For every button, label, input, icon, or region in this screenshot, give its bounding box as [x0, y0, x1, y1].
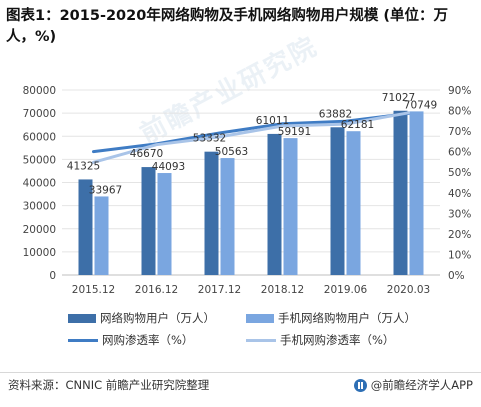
legend-item-line1: 网购渗透率（%）	[68, 332, 193, 348]
bar-1	[393, 110, 408, 275]
right-tick-label: 40%	[448, 188, 471, 200]
bar-2	[283, 138, 298, 275]
bar-value-label: 46670	[130, 148, 163, 160]
bar-value-label: 63882	[319, 108, 352, 120]
x-tick-label: 2018.12	[261, 284, 304, 296]
legend-label-line1: 网购渗透率（%）	[102, 333, 194, 347]
left-tick-label: 60000	[23, 131, 56, 143]
bar-value-label: 71027	[382, 92, 415, 104]
bar-value-label: 61011	[256, 115, 289, 127]
line-series-2	[92, 111, 410, 164]
legend-item-line2: 手机网购渗透率（%）	[246, 332, 394, 348]
legend-swatch-bar1	[68, 313, 96, 323]
grid-lines	[62, 89, 440, 276]
bar-1	[267, 133, 282, 275]
left-tick-label: 70000	[23, 108, 56, 120]
bar-value-label: 53332	[193, 133, 226, 145]
right-tick-label: 20%	[448, 229, 471, 241]
legend-label-bar2: 手机网络购物用户（万人）	[278, 311, 416, 325]
right-tick-label: 60%	[448, 147, 471, 159]
bar-2	[157, 173, 172, 275]
legend-swatch-bar2	[246, 313, 274, 323]
bar-2	[409, 111, 424, 275]
legend-swatch-line1	[68, 338, 98, 342]
bar-value-label: 41325	[67, 160, 100, 172]
x-tick-label: 2019.06	[324, 284, 368, 296]
right-tick-label: 30%	[448, 208, 471, 220]
lines	[92, 111, 410, 164]
left-tick-label: 20000	[23, 224, 56, 236]
source-note: 资料来源：CNNIC 前瞻产业研究院整理	[8, 378, 210, 392]
brand-logo-icon	[353, 378, 367, 392]
bar-2	[346, 131, 361, 275]
chart-title: 图表1：2015-2020年网络购物及手机网络购物用户规模 (单位：万人，%)	[6, 8, 448, 45]
brand-text: @前瞻经济学人APP	[370, 378, 473, 392]
left-tick-label: 80000	[23, 85, 56, 97]
x-tick-label: 2015.12	[72, 284, 115, 296]
left-tick-label: 0	[49, 270, 56, 282]
left-tick-label: 40000	[23, 178, 56, 190]
legend-swatch-line2	[246, 338, 276, 342]
bar-1	[141, 167, 156, 275]
right-tick-label: 0%	[448, 270, 465, 282]
data-labels: 41325 46670 53332 61011 63882 71027 33967 44093…	[67, 92, 437, 197]
brand-credit: @前瞻经济学人APP	[353, 377, 473, 393]
bar-value-label: 50563	[215, 146, 248, 158]
x-tick-label: 2016.12	[135, 284, 178, 296]
right-tick-label: 70%	[448, 126, 471, 138]
legend-item-bar2: 手机网络购物用户（万人）	[246, 310, 416, 326]
right-tick-label: 90%	[448, 85, 471, 97]
x-tick-label: 2017.12	[198, 284, 241, 296]
right-axis-ticks: 0% 10% 20% 30% 40% 50% 60% 70% 80% 90%	[448, 85, 471, 282]
bar-1	[330, 127, 345, 275]
left-tick-label: 10000	[23, 247, 56, 259]
bar-2	[220, 158, 235, 275]
bar-value-label: 44093	[152, 161, 185, 173]
right-tick-label: 50%	[448, 167, 471, 179]
left-axis-ticks: 0 10000 20000 30000 40000 50000 60000 70000 8000…	[23, 85, 56, 282]
right-tick-label: 10%	[448, 249, 471, 261]
legend-label-line2: 手机网购渗透率（%）	[280, 333, 395, 347]
left-tick-label: 30000	[23, 201, 56, 213]
line-series-1	[92, 111, 410, 154]
bar-value-label: 33967	[89, 184, 122, 196]
bar-1	[78, 179, 93, 275]
bar-value-label: 62181	[341, 119, 374, 131]
legend-item-bar1: 网络购物用户（万人）	[68, 310, 215, 326]
right-tick-label: 80%	[448, 106, 471, 118]
bar-value-label: 59191	[278, 126, 311, 138]
bar-line-chart: 0 10000 20000 30000 40000 50000 60000 70000 8000…	[23, 85, 472, 296]
bars	[78, 110, 424, 275]
x-axis-ticks: 2015.12 2016.12 2017.12 2018.12 2019.06 2020.…	[72, 284, 430, 296]
bar-1	[204, 151, 219, 275]
x-tick-label: 2020.03	[387, 284, 430, 296]
bar-value-label: 70749	[404, 99, 437, 111]
bar-2	[94, 196, 109, 275]
legend-label-bar1: 网络购物用户（万人）	[100, 311, 215, 325]
footer: 资料来源：CNNIC 前瞻产业研究院整理 @前瞻经济学人APP	[0, 372, 481, 407]
left-tick-label: 50000	[23, 154, 56, 166]
